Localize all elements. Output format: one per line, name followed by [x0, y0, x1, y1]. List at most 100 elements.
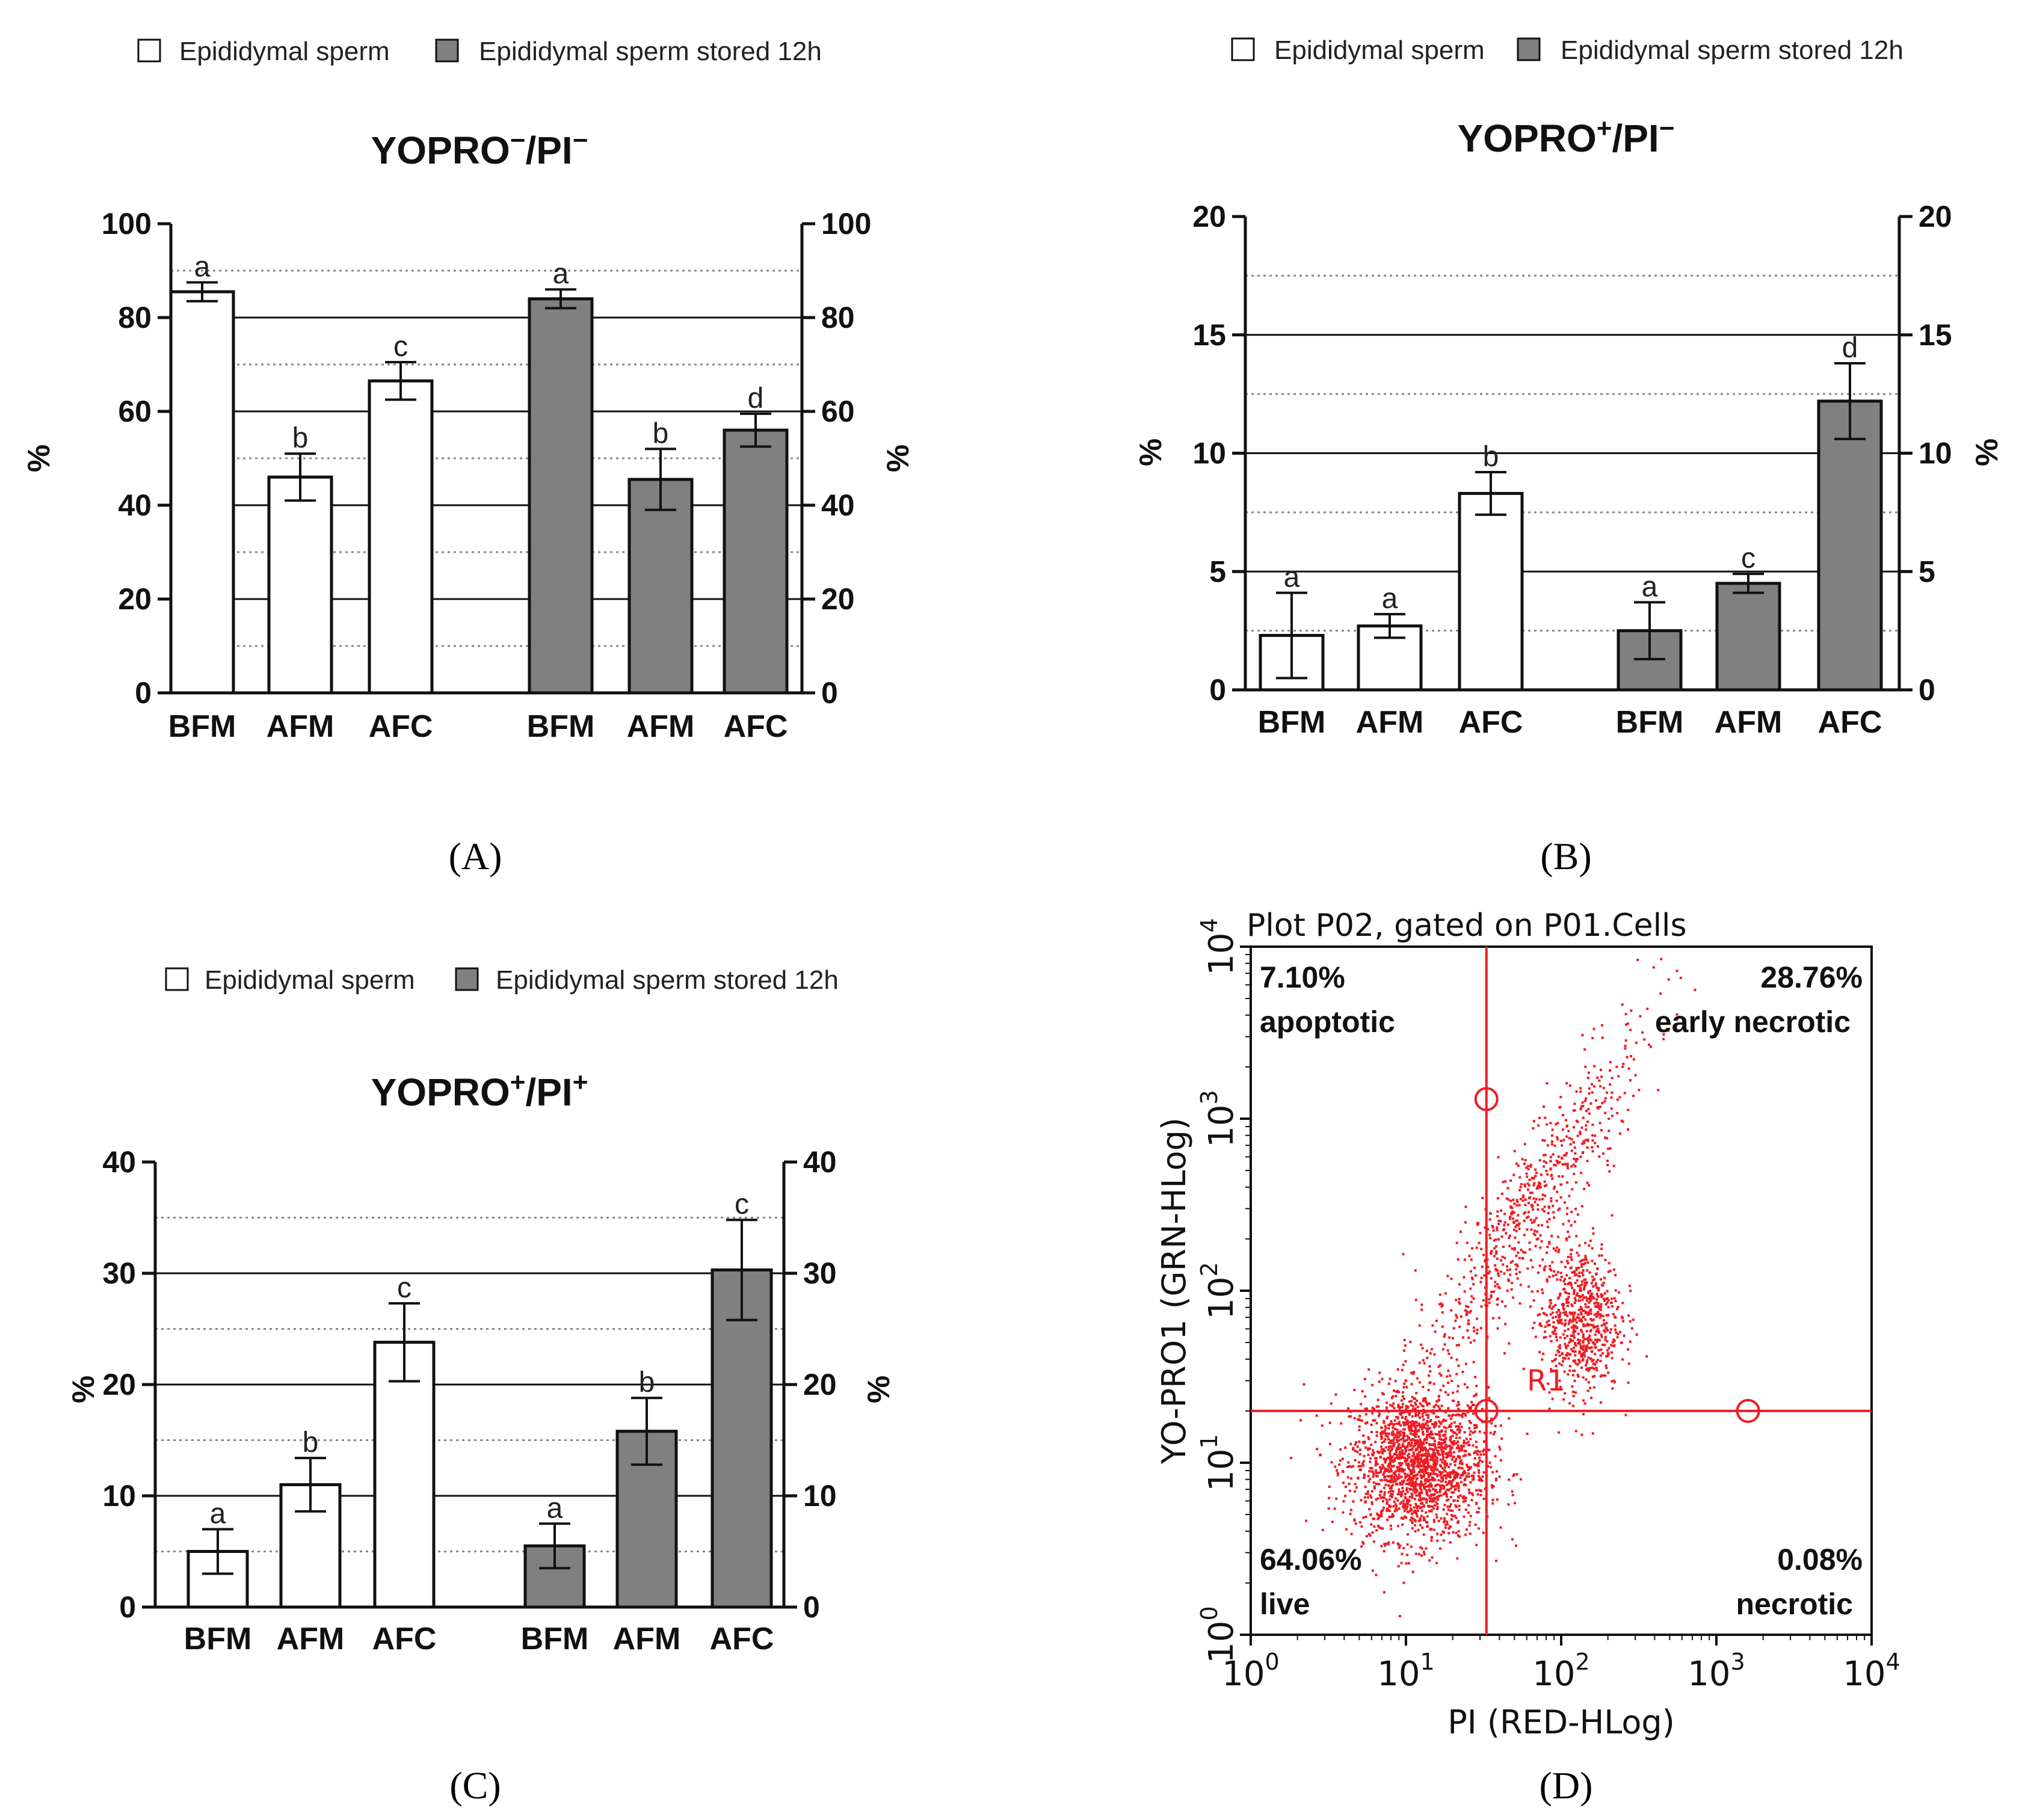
- scatter-dot: [1476, 1222, 1479, 1225]
- scatter-dot: [1401, 1493, 1404, 1496]
- scatter-dot: [1470, 1401, 1473, 1404]
- scatter-dot: [1380, 1445, 1383, 1448]
- scatter-dot: [1477, 1462, 1480, 1465]
- scatter-dot: [1456, 1520, 1460, 1523]
- scatter-dot: [1362, 1434, 1365, 1437]
- scatter-dot: [1443, 1517, 1446, 1520]
- scatter-dot: [1405, 1487, 1408, 1490]
- scatter-dot: [1398, 1477, 1401, 1480]
- scatter-dot: [1589, 1290, 1592, 1293]
- scatter-dot: [1591, 1037, 1594, 1040]
- scatter-dot: [1442, 1439, 1445, 1441]
- scatter-dot: [1452, 1400, 1455, 1402]
- scatter-dot: [1386, 1435, 1389, 1438]
- scatter-dot: [1594, 1262, 1597, 1265]
- scatter-dot: [1487, 1228, 1490, 1231]
- y-tick-label-left: 100: [102, 207, 152, 241]
- scatter-dot: [1446, 1523, 1449, 1526]
- scatter-dot: [1551, 1369, 1554, 1372]
- scatter-dot: [1595, 1298, 1598, 1301]
- gate-label: R1: [1527, 1364, 1565, 1398]
- scatter-dot: [1396, 1417, 1399, 1420]
- scatter-dot: [1503, 1221, 1506, 1224]
- scatter-dot: [1535, 1238, 1538, 1241]
- scatter-dot: [1449, 1437, 1452, 1440]
- scatter-dot: [1472, 1474, 1475, 1477]
- scatter-dot: [1432, 1437, 1435, 1440]
- scatter-dot: [1451, 1442, 1454, 1445]
- scatter-dot: [1513, 1149, 1516, 1152]
- scatter-dot: [1402, 1391, 1404, 1394]
- scatter-dot: [1595, 1287, 1598, 1289]
- scatter-dot: [1436, 1460, 1438, 1463]
- scatter-dot: [1472, 1493, 1475, 1496]
- scatter-dot: [1604, 1364, 1607, 1367]
- scatter-dot: [1491, 1471, 1494, 1474]
- scatter-dot: [1570, 1340, 1573, 1343]
- scatter-dot: [1437, 1365, 1440, 1368]
- scatter-dot: [1440, 1477, 1443, 1480]
- scatter-dot: [1464, 1414, 1467, 1417]
- scatter-dot: [1555, 1311, 1558, 1314]
- scatter-dot: [1479, 1280, 1482, 1284]
- scatter-dot: [1407, 1464, 1410, 1467]
- scatter-dot: [1583, 1338, 1586, 1341]
- scatter-dot: [1565, 1125, 1568, 1128]
- scatter-dot: [1430, 1539, 1433, 1542]
- scatter-dot: [1580, 1127, 1583, 1129]
- scatter-dot: [1591, 1360, 1594, 1363]
- scatter-dot: [1463, 1439, 1466, 1442]
- scatter-dot: [1364, 1422, 1367, 1425]
- scatter-dot: [1496, 1197, 1499, 1200]
- scatter-dot: [1586, 1269, 1589, 1272]
- scatter-dot: [1385, 1498, 1388, 1501]
- scatter-dot: [1414, 1502, 1417, 1505]
- scatter-dot: [1573, 1157, 1576, 1160]
- scatter-dot: [1585, 1306, 1588, 1309]
- scatter-dot: [1378, 1466, 1381, 1469]
- scatter-dot: [1408, 1426, 1411, 1429]
- scatter-dot: [1455, 1442, 1458, 1445]
- scatter-dot: [1480, 1276, 1483, 1279]
- scatter-dot: [1457, 1466, 1460, 1469]
- scatter-dot: [1434, 1465, 1437, 1468]
- scatter-dot: [1419, 1523, 1422, 1526]
- scatter-dot: [1444, 1480, 1447, 1483]
- scatter-dot: [1447, 1527, 1450, 1530]
- scatter-dot: [1458, 1535, 1461, 1538]
- scatter-dot: [1360, 1525, 1363, 1528]
- scatter-dot: [1612, 1344, 1615, 1347]
- scatter-dot: [1574, 1318, 1577, 1321]
- scatter-dot: [1493, 1290, 1496, 1293]
- scatter-dot: [1429, 1478, 1432, 1481]
- scatter-dot: [1436, 1539, 1439, 1542]
- scatter-dot: [1364, 1492, 1367, 1495]
- scatter-dot: [1577, 1332, 1580, 1335]
- quadrant-upper-right-percent: 28.76%: [1760, 961, 1863, 994]
- scatter-dot: [1445, 1499, 1448, 1502]
- scatter-dot: [1394, 1503, 1397, 1506]
- category-label: AFC: [369, 709, 433, 744]
- scatter-dot: [1407, 1533, 1409, 1536]
- scatter-dot: [1508, 1237, 1511, 1240]
- scatter-dot: [1376, 1398, 1379, 1401]
- scatter-dot: [1546, 1251, 1549, 1254]
- scatter-dot: [1618, 1096, 1621, 1099]
- scatter-dot: [1572, 1359, 1575, 1362]
- scatter-dot: [1636, 959, 1639, 961]
- scatter-dot: [1568, 1311, 1571, 1314]
- scatter-dot: [1388, 1498, 1391, 1501]
- scatter-dot: [1565, 1347, 1568, 1350]
- scatter-dot: [1622, 1320, 1624, 1323]
- scatter-dot: [1532, 1184, 1535, 1187]
- scatter-dot: [1397, 1404, 1400, 1406]
- significance-letter: a: [1642, 571, 1658, 603]
- scatter-dot: [1382, 1421, 1386, 1424]
- scatter-dot: [1587, 1108, 1590, 1111]
- scatter-dot: [1425, 1501, 1428, 1504]
- scatter-dot: [1463, 1442, 1466, 1445]
- scatter-dot: [1444, 1430, 1447, 1433]
- scatter-dot: [1393, 1389, 1395, 1392]
- scatter-dot: [1394, 1453, 1397, 1456]
- scatter-dot: [1536, 1290, 1539, 1293]
